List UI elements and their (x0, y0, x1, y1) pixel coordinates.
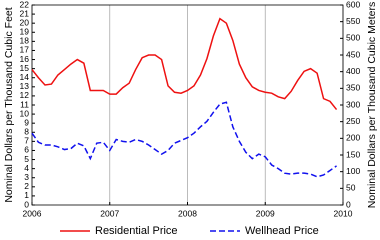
y-tick-label: 22 (20, 0, 30, 9)
y-tick-label: 16 (20, 54, 30, 64)
y2-tick-label: 300 (346, 99, 360, 109)
y2-tick-label: 100 (346, 166, 360, 176)
y-tick-label: 2 (24, 181, 29, 191)
y-tick-label: 8 (24, 127, 29, 137)
y-tick-label: 3 (24, 172, 29, 182)
y2-axis-label: Nominal Dollars per Thousand Cubic Meter… (366, 2, 378, 208)
y-tick-label: 9 (24, 117, 29, 127)
y-tick-label: 11 (20, 99, 29, 109)
legend-label: Wellhead Price (245, 225, 319, 237)
line-series (31, 101, 337, 178)
line-series (31, 17, 338, 111)
legend: Residential Price Wellhead Price (60, 225, 319, 237)
x-tick-label: 2009 (256, 208, 275, 218)
y-tick-label: 5 (24, 154, 29, 164)
x-tick-label: 2008 (178, 208, 197, 218)
y-tick-label: 14 (20, 72, 30, 82)
y2-tick-label: 0 (346, 199, 351, 209)
x-tick-label: 2007 (100, 208, 119, 218)
y2-tick-label: 600 (346, 0, 360, 9)
x-tick-label: 2010 (334, 208, 353, 218)
y-tick-label: 10 (20, 108, 30, 118)
y-tick-label: 17 (20, 45, 30, 55)
y-tick-label: 0 (24, 199, 29, 209)
y2-tick-label: 550 (346, 16, 360, 26)
y2-tick-label: 400 (346, 66, 360, 76)
y2-tick-label: 200 (346, 133, 360, 143)
legend-label: Residential Price (95, 225, 178, 237)
y-tick-label: 19 (20, 27, 30, 37)
y2-tick-label: 350 (346, 83, 360, 93)
y2-tick-label: 50 (346, 183, 356, 193)
y-axis-label: Nominal Dollars per Thousand Cubic Feet (3, 7, 15, 202)
y-tick-label: 15 (20, 63, 30, 73)
y-tick-label: 12 (20, 90, 30, 100)
y-tick-label: 1 (24, 190, 29, 200)
plot-frame (31, 4, 344, 206)
y2-tick-label: 150 (346, 149, 360, 159)
y-tick-label: 4 (24, 163, 29, 173)
y-tick-label: 21 (20, 8, 30, 18)
y2-tick-label: 250 (346, 116, 360, 126)
y-tick-label: 18 (20, 36, 30, 46)
y-tick-label: 6 (24, 145, 29, 155)
y2-tick-label: 500 (346, 33, 360, 43)
y2-tick-label: 450 (346, 49, 360, 59)
y-tick-label: 20 (20, 17, 30, 27)
y-tick-label: 7 (24, 136, 29, 146)
y-tick-label: 13 (20, 81, 30, 91)
x-tick-label: 2006 (23, 208, 42, 218)
